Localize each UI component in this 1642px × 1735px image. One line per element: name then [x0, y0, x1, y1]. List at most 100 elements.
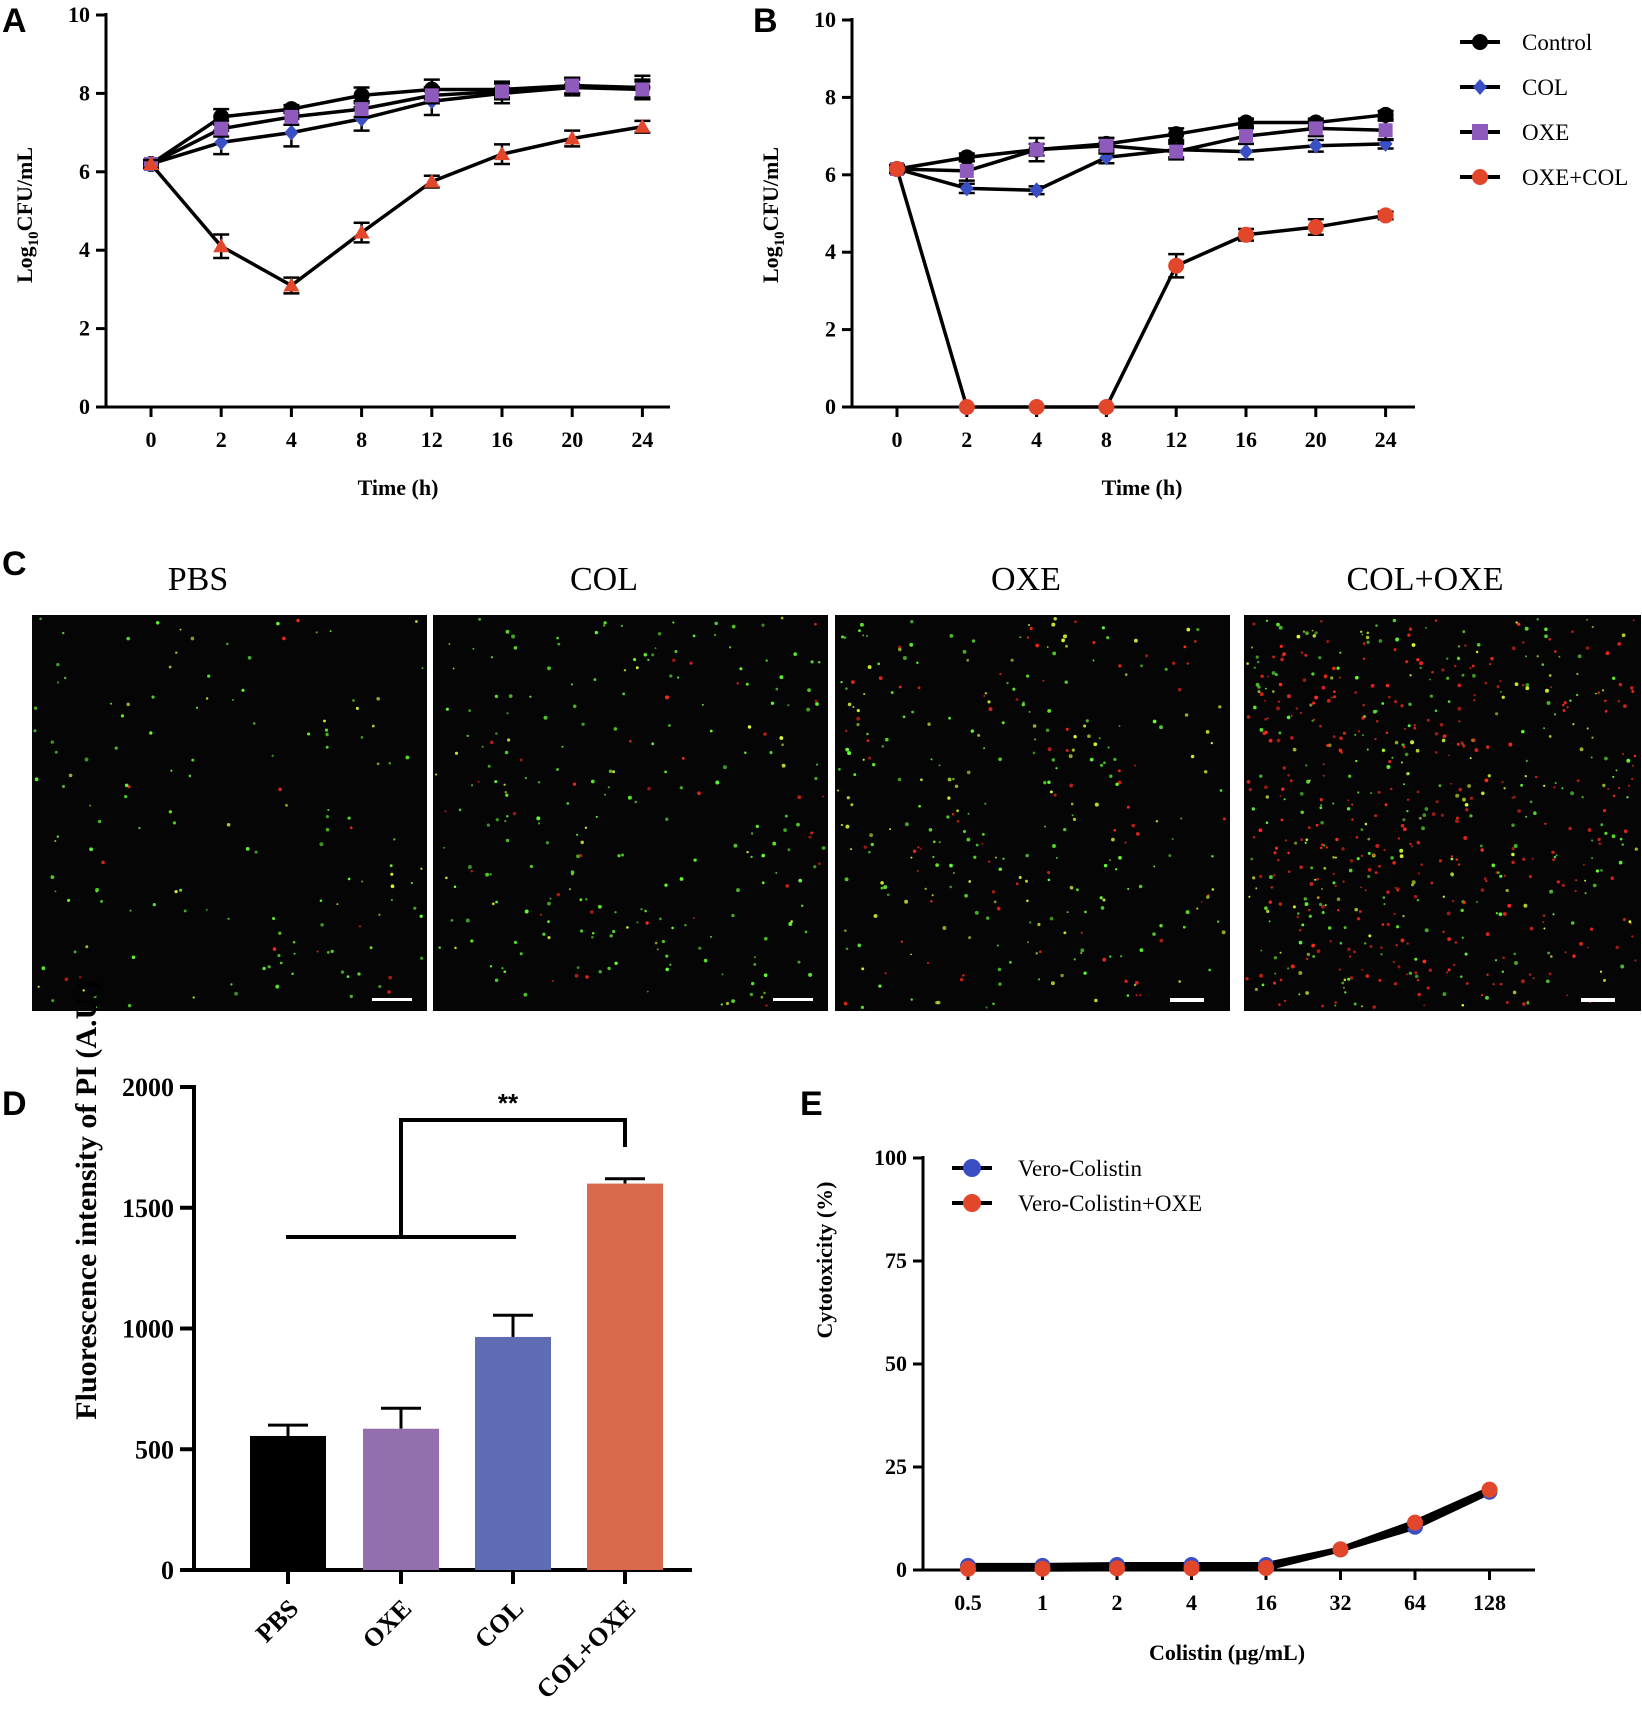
dead-cell	[843, 1001, 848, 1006]
live-cell	[1480, 791, 1485, 796]
live-cell	[434, 773, 438, 776]
live-cell	[1547, 951, 1550, 955]
dead-cell	[316, 950, 319, 953]
live-cell	[155, 621, 160, 625]
live-cell	[325, 827, 330, 832]
dead-cell	[916, 869, 919, 872]
live-cell	[231, 698, 234, 701]
live-cell	[307, 732, 311, 736]
dead-cell	[1531, 857, 1534, 860]
live-cell	[971, 639, 976, 643]
live-cell	[1544, 627, 1548, 632]
data-point	[353, 224, 370, 239]
x-tick-label: 8	[356, 427, 367, 452]
live-cell	[946, 815, 950, 819]
dead-cell	[1322, 763, 1325, 766]
dead-cell	[1252, 835, 1256, 839]
live-cell	[1278, 625, 1283, 630]
dead-cell	[1259, 692, 1264, 697]
dead-cell	[1394, 700, 1397, 704]
dead-cell	[1447, 937, 1452, 942]
live-cell	[770, 701, 775, 705]
live-cell	[1460, 908, 1464, 913]
dead-cell	[1480, 848, 1484, 852]
live-cell	[1475, 650, 1479, 654]
dead-cell	[1133, 764, 1136, 767]
live-cell	[1476, 900, 1478, 903]
live-cell	[721, 973, 724, 976]
live-cell	[715, 780, 720, 785]
dead-cell	[1485, 932, 1490, 936]
y-tick-label: 6	[825, 162, 836, 187]
live-cell	[529, 695, 532, 698]
live-cell	[1461, 1003, 1465, 1007]
dead-cell	[983, 695, 986, 697]
live-cell	[205, 697, 209, 700]
live-cell	[1626, 796, 1629, 799]
live-cell	[1071, 814, 1074, 817]
live-cell	[643, 653, 648, 657]
dead-cell	[1372, 1005, 1376, 1009]
live-cell	[1600, 823, 1604, 827]
live-cell	[1180, 817, 1183, 820]
live-cell	[1168, 854, 1172, 858]
x-tick-label: 64	[1404, 1590, 1426, 1615]
live-cell	[1404, 752, 1409, 757]
dead-cell	[765, 1004, 768, 1007]
live-cell	[595, 815, 598, 818]
live-cell	[731, 913, 735, 918]
dead-cell	[1357, 730, 1361, 733]
live-cell	[1570, 791, 1575, 796]
live-cell	[1025, 879, 1028, 883]
live-cell	[1159, 924, 1163, 928]
live-cell	[657, 632, 662, 636]
live-cell	[291, 972, 294, 975]
live-cell	[692, 634, 696, 638]
dead-cell	[1276, 706, 1280, 711]
dead-cell	[1264, 730, 1268, 734]
dead-cell	[1349, 955, 1351, 958]
live-cell	[750, 832, 754, 835]
live-cell	[880, 886, 884, 890]
legend-marker-combo	[1472, 169, 1488, 185]
live-cell	[897, 647, 902, 652]
live-cell	[1083, 971, 1087, 975]
dead-cell	[1264, 718, 1267, 721]
live-cell	[949, 863, 953, 868]
live-cell	[124, 783, 129, 788]
live-cell	[856, 709, 860, 713]
x-tick-label: 0	[892, 427, 903, 452]
dead-cell	[1457, 863, 1461, 866]
live-cell	[1487, 774, 1491, 778]
dead-cell	[1304, 653, 1308, 657]
dead-cell	[1501, 780, 1504, 784]
live-cell	[1548, 674, 1552, 677]
dead-cell	[1298, 928, 1302, 932]
dead-cell	[1330, 696, 1333, 699]
live-cell	[1356, 857, 1360, 861]
bar-col-oxe	[587, 1177, 663, 1570]
dead-cell	[917, 686, 921, 690]
live-cell	[763, 991, 766, 995]
y-tick-label: 50	[885, 1351, 907, 1376]
live-cell	[1138, 884, 1143, 889]
live-cell	[935, 863, 939, 867]
dead-cell	[1446, 911, 1451, 916]
live-cell	[870, 842, 874, 847]
live-cell	[1210, 741, 1213, 745]
live-cell	[352, 699, 355, 702]
legend-label-control: Control	[1522, 30, 1592, 55]
live-cell	[862, 634, 865, 637]
live-cell	[572, 704, 577, 709]
dead-cell	[1338, 676, 1342, 679]
x-tick-label: 2	[1112, 1590, 1123, 1615]
dead-cell	[572, 782, 577, 786]
live-cell	[1265, 795, 1270, 799]
live-cell	[1184, 713, 1189, 717]
live-cell	[524, 909, 529, 914]
dead-cell	[1458, 787, 1463, 792]
live-cell	[1543, 727, 1546, 730]
dead-cell	[1453, 664, 1457, 668]
live-cell	[389, 864, 393, 868]
y-tick-label: 500	[135, 1435, 174, 1464]
